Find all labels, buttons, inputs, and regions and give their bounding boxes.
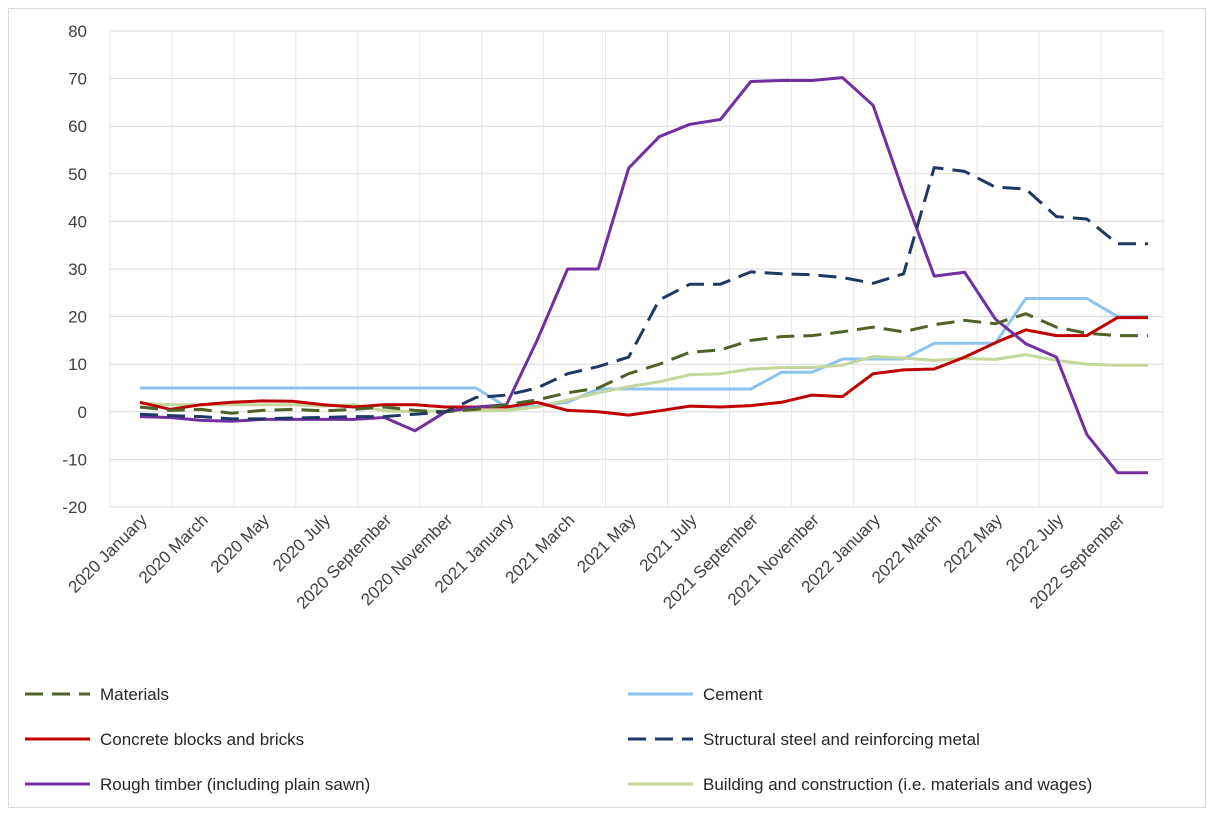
y-tick-label: 30 <box>68 260 87 279</box>
y-tick-label: 20 <box>68 308 87 327</box>
x-tick-label: 2022 May <box>940 510 1007 577</box>
x-tick-label: 2021 May <box>573 510 640 577</box>
y-tick-label: 40 <box>68 212 87 231</box>
y-axis-ticks: -20 -10 0 10 20 30 40 50 60 70 80 <box>62 22 87 517</box>
legend-label: Structural steel and reinforcing metal <box>703 730 980 749</box>
legend-label: Materials <box>100 685 169 704</box>
legend-label: Cement <box>703 685 763 704</box>
y-tick-label: 10 <box>68 355 87 374</box>
series-line-2 <box>140 297 1148 409</box>
legend-label: Concrete blocks and bricks <box>100 730 304 749</box>
x-tick-label: 2020 May <box>207 510 274 577</box>
legend-label: Rough timber (including plain sawn) <box>100 775 370 794</box>
gridlines <box>109 30 1164 508</box>
y-tick-label: 70 <box>68 70 87 89</box>
x-tick-label: 2022 July <box>1002 510 1067 575</box>
y-tick-label: 60 <box>68 117 87 136</box>
y-tick-label: 80 <box>68 22 87 41</box>
x-tick-label: 2020 July <box>269 510 334 575</box>
x-tick-label: 2020 January <box>65 510 152 597</box>
y-tick-label: 50 <box>68 165 87 184</box>
chart-frame <box>8 8 1206 808</box>
series-line-5 <box>139 76 1148 475</box>
series-line-4 <box>139 166 1148 421</box>
legend: Materials Cement Concrete blocks and brick… <box>25 685 1092 794</box>
legend-label: Building and construction (i.e. material… <box>703 775 1092 794</box>
series-line-6 <box>139 353 1148 414</box>
series-line-1 <box>139 312 1148 415</box>
y-tick-label: -20 <box>62 498 87 517</box>
series-lines <box>139 76 1148 475</box>
series-line-3 <box>139 316 1148 417</box>
x-tick-label: 2021 July <box>636 510 701 575</box>
y-tick-label: 0 <box>78 403 87 422</box>
y-tick-label: -10 <box>62 450 87 469</box>
